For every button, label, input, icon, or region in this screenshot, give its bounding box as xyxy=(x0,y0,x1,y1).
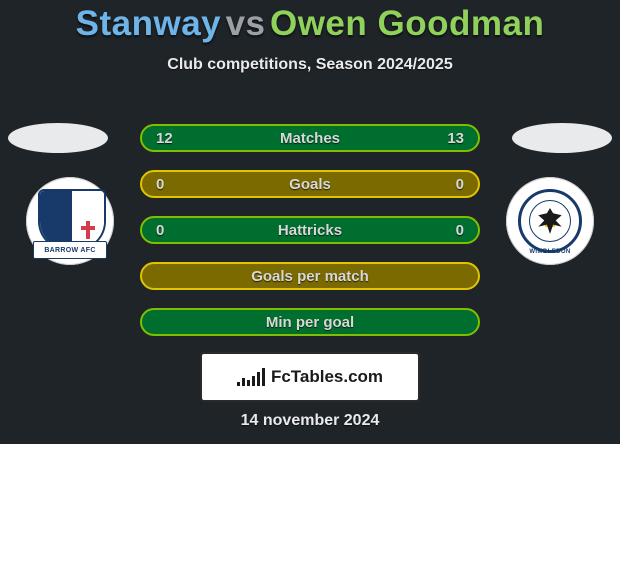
club-right-name: WIMBLEDON xyxy=(529,249,570,255)
shield-icon: BARROW AFC xyxy=(38,189,102,253)
page-title: Stanway vs Owen Goodman xyxy=(0,0,620,44)
stat-right: 13 xyxy=(447,130,464,147)
stat-label: Goals per match xyxy=(156,268,464,285)
stat-label: Goals xyxy=(164,176,455,193)
stat-row-min-per-goal: Min per goal xyxy=(140,308,480,336)
title-right: Owen Goodman xyxy=(270,4,544,43)
stat-label: Hattricks xyxy=(164,222,455,239)
stat-row-matches: 12Matches13 xyxy=(140,124,480,152)
stat-left: 0 xyxy=(156,176,164,193)
stat-left: 12 xyxy=(156,130,173,147)
ellipse-right xyxy=(512,123,612,153)
eagle-badge-icon: WIMBLEDON xyxy=(518,189,582,253)
stat-row-hattricks: 0Hattricks0 xyxy=(140,216,480,244)
ellipse-left xyxy=(8,123,108,153)
stat-row-goals-per-match: Goals per match xyxy=(140,262,480,290)
bar-chart-icon xyxy=(237,368,265,386)
title-left: Stanway xyxy=(76,4,222,43)
stat-right: 0 xyxy=(456,222,464,239)
brand-box: FcTables.com xyxy=(200,352,420,402)
date-label: 14 november 2024 xyxy=(0,412,620,430)
stat-row-goals: 0Goals0 xyxy=(140,170,480,198)
club-badge-left: BARROW AFC xyxy=(26,177,114,265)
brand-text: FcTables.com xyxy=(271,367,383,387)
club-left-name: BARROW AFC xyxy=(33,241,107,259)
stats-card: Stanway vs Owen Goodman Club competition… xyxy=(0,0,620,444)
stat-left: 0 xyxy=(156,222,164,239)
stat-label: Min per goal xyxy=(156,314,464,331)
stat-label: Matches xyxy=(173,130,448,147)
stat-right: 0 xyxy=(456,176,464,193)
subtitle: Club competitions, Season 2024/2025 xyxy=(0,56,620,74)
title-mid: vs xyxy=(226,4,266,43)
club-badge-right: WIMBLEDON xyxy=(506,177,594,265)
